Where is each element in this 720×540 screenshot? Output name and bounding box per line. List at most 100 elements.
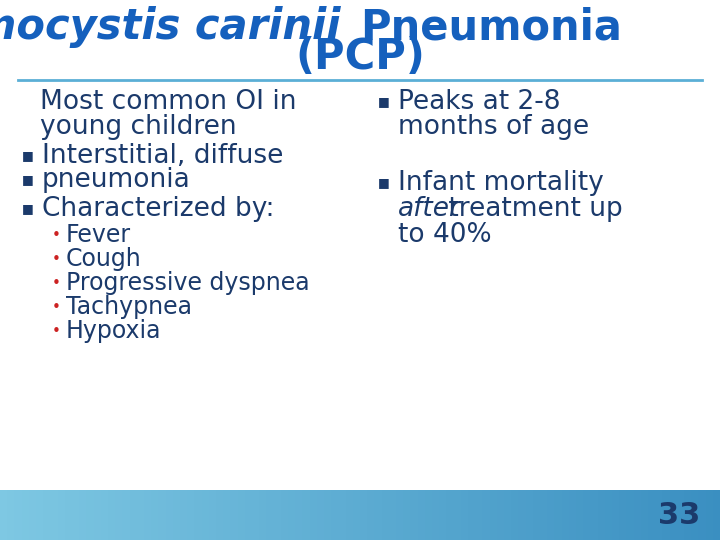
Bar — [266, 490, 274, 540]
Text: ■: ■ — [22, 150, 34, 163]
Bar — [619, 490, 627, 540]
Bar — [173, 490, 181, 540]
Bar — [475, 490, 483, 540]
Bar — [713, 490, 720, 540]
Bar — [612, 490, 620, 540]
Bar — [281, 490, 289, 540]
Bar — [374, 490, 382, 540]
Bar — [223, 490, 231, 540]
Bar — [576, 490, 584, 540]
Bar — [317, 490, 325, 540]
Text: Peaks at 2-8: Peaks at 2-8 — [398, 89, 560, 115]
Bar — [634, 490, 642, 540]
Bar — [252, 490, 260, 540]
Bar — [425, 490, 433, 540]
Bar — [655, 490, 663, 540]
Text: (PCP): (PCP) — [295, 36, 425, 78]
Bar — [684, 490, 692, 540]
Bar — [29, 490, 37, 540]
Text: Characterized by:: Characterized by: — [42, 196, 274, 222]
Bar — [626, 490, 634, 540]
Bar — [108, 490, 116, 540]
Text: treatment up: treatment up — [440, 196, 623, 222]
Text: ■: ■ — [22, 202, 34, 215]
Bar — [302, 490, 310, 540]
Bar — [547, 490, 555, 540]
Bar — [324, 490, 332, 540]
Bar — [14, 490, 22, 540]
Bar — [396, 490, 404, 540]
Bar — [22, 490, 30, 540]
Bar — [288, 490, 296, 540]
Bar — [295, 490, 303, 540]
Bar — [432, 490, 440, 540]
Text: ■: ■ — [378, 177, 390, 190]
Bar — [360, 490, 368, 540]
Bar — [194, 490, 202, 540]
Bar — [454, 490, 462, 540]
Bar — [238, 490, 246, 540]
Bar — [461, 490, 469, 540]
Bar — [533, 490, 541, 540]
Bar — [331, 490, 339, 540]
Bar — [58, 490, 66, 540]
Text: •: • — [52, 300, 61, 314]
Bar — [605, 490, 613, 540]
Bar — [151, 490, 159, 540]
Bar — [691, 490, 699, 540]
Bar — [245, 490, 253, 540]
Bar — [389, 490, 397, 540]
Bar — [677, 490, 685, 540]
Bar — [648, 490, 656, 540]
Bar — [101, 490, 109, 540]
Text: Progressive dyspnea: Progressive dyspnea — [66, 271, 310, 295]
Bar — [0, 490, 8, 540]
Bar — [468, 490, 476, 540]
Bar — [36, 490, 44, 540]
Bar — [166, 490, 174, 540]
Bar — [562, 490, 570, 540]
Bar — [418, 490, 426, 540]
Bar — [518, 490, 526, 540]
Bar — [382, 490, 390, 540]
Bar — [310, 490, 318, 540]
Bar — [353, 490, 361, 540]
Bar — [216, 490, 224, 540]
Bar — [497, 490, 505, 540]
Bar — [662, 490, 670, 540]
Text: young children: young children — [40, 114, 237, 140]
Bar — [338, 490, 346, 540]
Bar — [511, 490, 519, 540]
Bar — [86, 490, 94, 540]
Text: •: • — [52, 227, 61, 242]
Bar — [504, 490, 512, 540]
Bar — [144, 490, 152, 540]
Bar — [259, 490, 267, 540]
Text: pneumonia: pneumonia — [42, 167, 191, 193]
Bar — [94, 490, 102, 540]
Bar — [50, 490, 58, 540]
Bar — [158, 490, 166, 540]
Bar — [482, 490, 490, 540]
Bar — [490, 490, 498, 540]
Text: •: • — [52, 275, 61, 291]
Bar — [569, 490, 577, 540]
Text: •: • — [52, 252, 61, 267]
Bar — [72, 490, 80, 540]
Text: Hypoxia: Hypoxia — [66, 319, 161, 343]
Bar — [65, 490, 73, 540]
Text: Pneumonia: Pneumonia — [360, 6, 622, 48]
Bar — [554, 490, 562, 540]
Bar — [706, 490, 714, 540]
Bar — [641, 490, 649, 540]
Bar — [583, 490, 591, 540]
Bar — [115, 490, 123, 540]
Text: Cough: Cough — [66, 247, 142, 271]
Bar — [202, 490, 210, 540]
Text: Most common OI in: Most common OI in — [40, 89, 297, 115]
Bar — [698, 490, 706, 540]
Bar — [137, 490, 145, 540]
Bar — [180, 490, 188, 540]
Bar — [439, 490, 447, 540]
Bar — [367, 490, 375, 540]
